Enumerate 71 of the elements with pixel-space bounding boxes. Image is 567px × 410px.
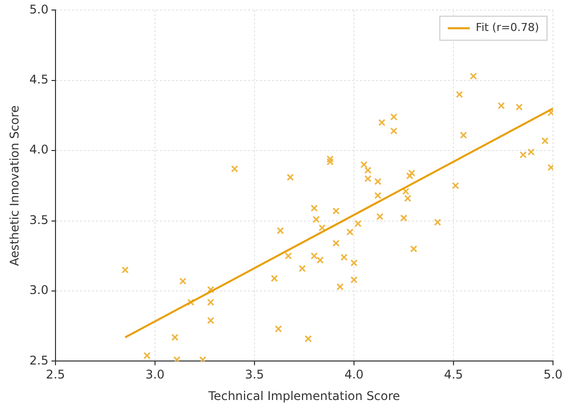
x-tick-label: 3.0: [145, 368, 165, 382]
x-tick-label: 4.5: [444, 368, 464, 382]
point: [298, 264, 306, 272]
point: [400, 214, 408, 222]
point: [231, 165, 238, 172]
point: [171, 334, 178, 341]
point: [434, 218, 442, 226]
point: [547, 109, 553, 116]
point: [456, 90, 464, 98]
point: [326, 155, 334, 163]
point: [173, 356, 180, 362]
y-tick-label: 2.5: [29, 353, 48, 368]
point: [304, 335, 312, 342]
point: [350, 259, 358, 266]
point: [199, 356, 206, 362]
point: [528, 148, 535, 156]
point: [187, 298, 194, 306]
point: [310, 204, 318, 212]
point: [332, 207, 340, 215]
y-tick-label: 5.0: [29, 2, 48, 16]
point: [410, 245, 418, 252]
point: [318, 224, 326, 232]
x-axis-title: Technical Implementation Score: [207, 388, 400, 403]
point: [346, 228, 354, 236]
point: [374, 178, 382, 186]
point: [408, 169, 416, 177]
point: [284, 252, 292, 260]
y-tick-label: 3.5: [29, 212, 48, 227]
point: [390, 127, 398, 135]
y-axis-title: Aesthetic Innovation Score: [7, 105, 22, 266]
point: [143, 352, 151, 360]
point: [452, 182, 460, 190]
point: [516, 104, 523, 111]
x-tick-label: 3.5: [244, 368, 264, 382]
point: [316, 256, 324, 264]
point: [547, 164, 553, 172]
point: [541, 137, 549, 144]
point: [122, 266, 129, 274]
point: [270, 274, 278, 282]
point: [390, 113, 398, 120]
point: [207, 316, 214, 324]
point: [374, 192, 382, 200]
x-tick-label: 2.5: [46, 368, 66, 382]
point: [350, 276, 358, 284]
point: [332, 240, 340, 247]
point: [274, 325, 282, 332]
point: [276, 227, 284, 234]
point: [207, 286, 214, 294]
point: [326, 158, 334, 166]
point: [498, 102, 505, 110]
point: [336, 283, 344, 290]
point: [520, 151, 527, 158]
point: [470, 72, 477, 80]
x-tick-label: 5.0: [543, 368, 563, 382]
point: [179, 278, 186, 285]
point: [378, 118, 386, 126]
legend-label: Fit (r=0.78): [476, 21, 540, 34]
y-tick-label: 4.5: [29, 72, 48, 87]
point: [286, 174, 294, 181]
x-tick-label: 4.0: [344, 368, 364, 382]
point: [310, 252, 318, 260]
y-tick-label: 4.0: [29, 142, 48, 157]
point: [406, 172, 414, 180]
point: [360, 161, 368, 168]
y-tick-label: 3.0: [29, 283, 48, 298]
point: [354, 220, 362, 228]
point: [340, 254, 348, 261]
point: [312, 216, 320, 223]
point: [460, 132, 468, 139]
point: [207, 298, 214, 306]
point: [376, 213, 384, 220]
